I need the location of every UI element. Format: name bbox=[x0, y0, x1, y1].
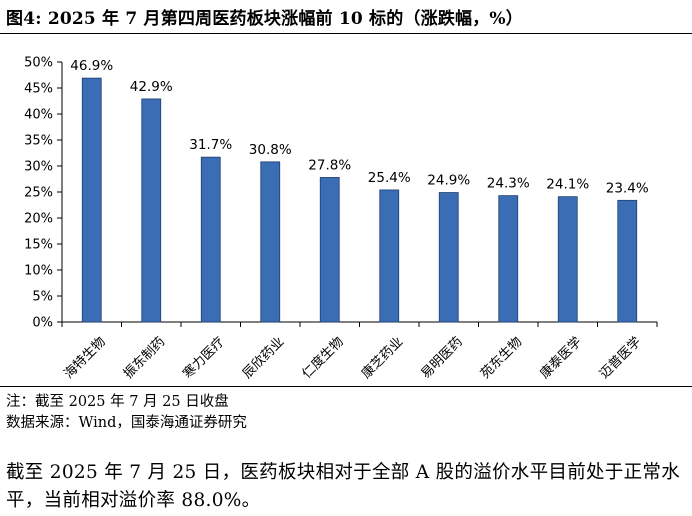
bar bbox=[498, 195, 519, 323]
bar bbox=[617, 199, 638, 323]
chart-source: 数据来源：Wind，国泰海通证券研究 bbox=[6, 415, 247, 431]
data-label: 24.3% bbox=[487, 176, 530, 192]
chart-area: 0% 5% 10% 15% 20% 25% 30% 35% 40% 45% 50% 46.9% 海特生物… bbox=[0, 36, 692, 384]
y-tick-label: 50% bbox=[24, 56, 53, 71]
data-label: 31.7% bbox=[189, 137, 232, 153]
category-label: 迈普医学 bbox=[596, 334, 644, 382]
y-tick-label: 35% bbox=[24, 134, 53, 149]
bar bbox=[379, 189, 400, 323]
bar bbox=[557, 196, 578, 323]
bar bbox=[319, 177, 340, 323]
bar bbox=[81, 77, 102, 323]
y-tick-label: 30% bbox=[24, 160, 53, 175]
bar-chart: 0% 5% 10% 15% 20% 25% 30% 35% 40% 45% 50% 46.9% 海特生物… bbox=[24, 56, 658, 382]
y-tick-label: 40% bbox=[24, 108, 53, 123]
bar bbox=[200, 156, 221, 323]
top-rule bbox=[0, 33, 692, 34]
data-label: 24.1% bbox=[546, 177, 589, 193]
category-label: 辰欣药业 bbox=[240, 334, 287, 381]
y-tick-label: 45% bbox=[24, 82, 53, 97]
y-tick-label: 5% bbox=[32, 290, 53, 305]
bar bbox=[438, 192, 459, 323]
bar bbox=[141, 98, 162, 323]
category-label: 寒力医疗 bbox=[180, 334, 228, 382]
category-label: 易明医药 bbox=[418, 334, 465, 381]
category-label: 海特生物 bbox=[61, 334, 108, 381]
category-label: 振东制药 bbox=[121, 334, 168, 381]
y-tick-label: 20% bbox=[24, 212, 53, 227]
category-label: 康泰医学 bbox=[537, 334, 585, 382]
data-label: 42.9% bbox=[130, 79, 173, 95]
category-label: 仁度生物 bbox=[299, 334, 347, 382]
figure-title: 图4: 2025 年 7 月第四周医药板块涨幅前 10 标的（涨跌幅，%） bbox=[6, 9, 523, 29]
bar bbox=[260, 161, 281, 323]
data-label: 30.8% bbox=[249, 142, 292, 158]
data-label: 24.9% bbox=[427, 173, 470, 189]
y-tick-label: 10% bbox=[24, 264, 53, 279]
category-label: 苑东生物 bbox=[478, 334, 525, 381]
data-label: 23.4% bbox=[606, 180, 649, 196]
y-tick-label: 15% bbox=[24, 238, 53, 253]
data-label: 46.9% bbox=[70, 58, 113, 74]
chart-note: 注：截至 2025 年 7 月 25 日收盘 bbox=[6, 394, 229, 410]
body-paragraph: 截至 2025 年 7 月 25 日，医药板块相对于全部 A 股的溢价水平目前处… bbox=[6, 462, 680, 511]
data-label: 27.8% bbox=[308, 157, 351, 173]
category-label: 康芝药业 bbox=[358, 334, 406, 382]
y-tick-label: 0% bbox=[32, 316, 53, 331]
data-label: 25.4% bbox=[368, 170, 411, 186]
y-tick-label: 25% bbox=[24, 186, 53, 201]
bottom-rule bbox=[0, 386, 692, 387]
